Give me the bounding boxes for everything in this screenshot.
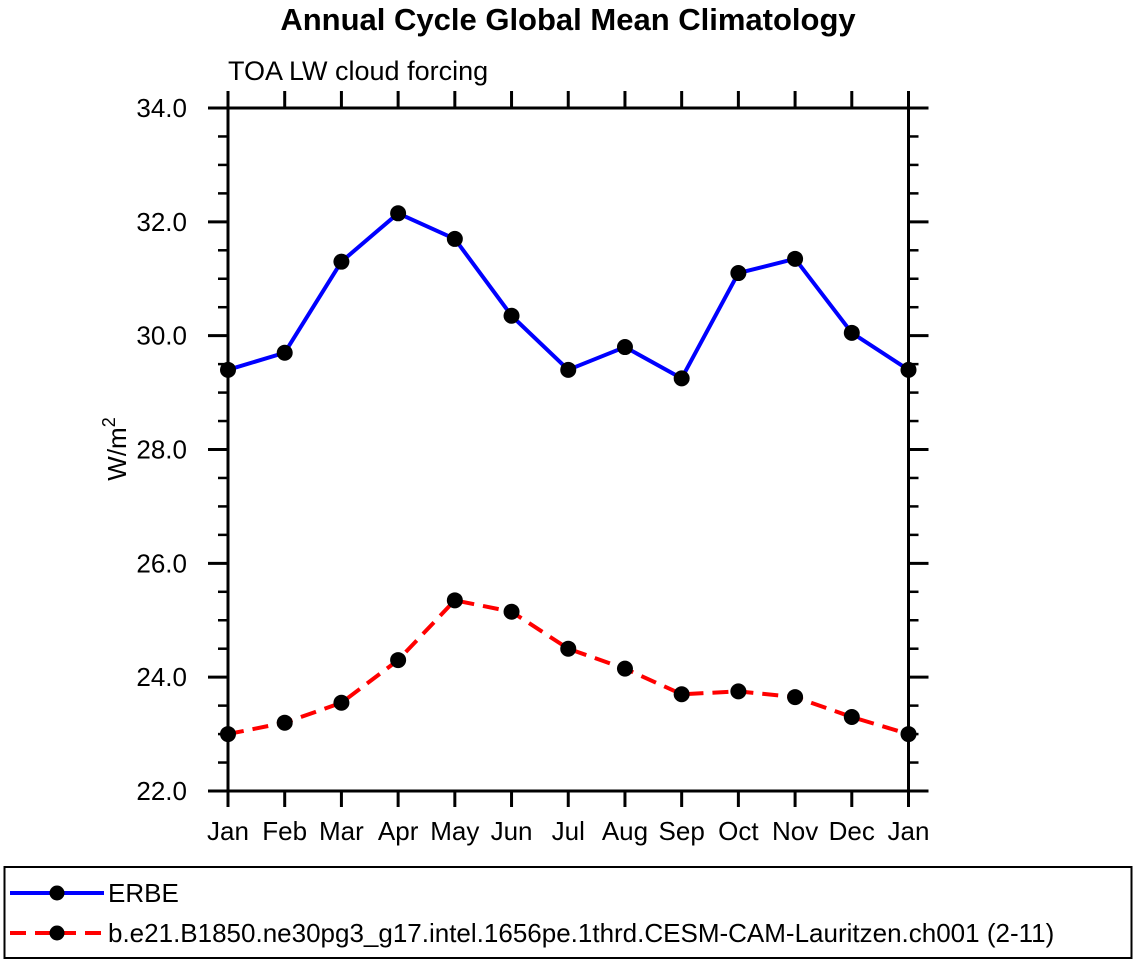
y-tick-label: 34.0	[136, 93, 187, 123]
data-point-marker	[616, 339, 633, 356]
data-point-marker	[673, 370, 690, 387]
legend-marker	[49, 925, 65, 941]
series-erbe	[220, 205, 917, 387]
legend-label: b.e21.B1850.ne30pg3_g17.intel.1656pe.1th…	[108, 918, 1054, 948]
legend-marker	[49, 885, 65, 901]
data-point-marker	[787, 250, 804, 267]
data-point-marker	[616, 660, 633, 677]
x-tick-label: Aug	[602, 816, 648, 846]
y-tick-label: 28.0	[136, 435, 187, 465]
y-axis-title-base: W/m	[102, 427, 132, 480]
data-point-marker	[730, 683, 747, 700]
data-point-marker	[276, 714, 293, 731]
x-tick-label: Mar	[319, 816, 364, 846]
y-tick-label: 26.0	[136, 548, 187, 578]
plot-frame	[226, 106, 910, 793]
legend-border	[3, 866, 1133, 959]
series-model	[220, 592, 917, 743]
x-tick-label: Feb	[262, 816, 307, 846]
series-line	[227, 211, 910, 381]
data-point-marker	[333, 253, 350, 270]
data-point-marker	[276, 344, 293, 361]
chart-title: Annual Cycle Global Mean Climatology	[280, 2, 856, 37]
x-tick-label: Nov	[772, 816, 818, 846]
y-tick-label: 24.0	[136, 662, 187, 692]
y-tick-label: 30.0	[136, 321, 187, 351]
data-point-marker	[730, 265, 747, 282]
y-tick-label: 22.0	[136, 776, 187, 806]
data-point-marker	[446, 592, 463, 609]
data-point-marker	[390, 205, 407, 222]
x-tick-label: Jan	[207, 816, 249, 846]
data-point-marker	[787, 689, 804, 706]
data-point-marker	[843, 324, 860, 341]
y-axis-title: W/m2	[99, 417, 132, 480]
data-point-marker	[390, 652, 407, 669]
y-axis-title-exponent: 2	[99, 417, 119, 427]
x-tick-label: Oct	[718, 816, 759, 846]
data-point-marker	[843, 709, 860, 726]
data-point-marker	[446, 230, 463, 247]
axis-ticks	[208, 91, 929, 807]
plot-border	[226, 106, 910, 793]
axis-tick-labels: Jan Feb Mar Apr May Jun Jul Aug Sep Oct Nov Dec Jan 2…	[136, 93, 929, 846]
x-tick-label: Jul	[552, 816, 585, 846]
data-point-marker	[673, 686, 690, 703]
x-tick-label: Sep	[659, 816, 705, 846]
x-tick-label: Dec	[829, 816, 875, 846]
data-point-marker	[333, 694, 350, 711]
chart-subtitle: TOA LW cloud forcing	[228, 56, 488, 86]
x-tick-label: Apr	[378, 816, 419, 846]
x-tick-label: May	[430, 816, 479, 846]
data-point-marker	[503, 603, 520, 620]
y-tick-label: 32.0	[136, 207, 187, 237]
data-series	[220, 205, 917, 743]
legend-box: ERBE b.e21.B1850.ne30pg3_g17.intel.1656pe…	[3, 866, 1133, 959]
data-point-marker	[560, 361, 577, 378]
data-point-marker	[560, 640, 577, 657]
x-tick-label: Jun	[491, 816, 533, 846]
series-line	[227, 598, 910, 737]
legend-label: ERBE	[108, 878, 179, 908]
x-tick-label: Jan	[888, 816, 930, 846]
data-point-marker	[503, 307, 520, 324]
